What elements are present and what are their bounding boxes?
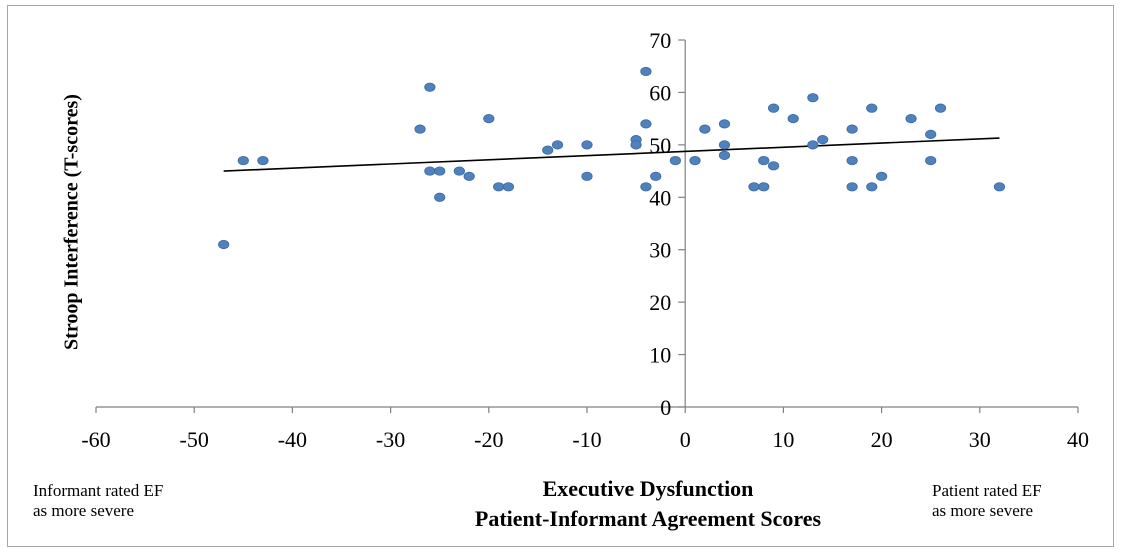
y-tick-label: 50: [649, 133, 671, 158]
data-point: [542, 145, 554, 155]
y-tick-label: 30: [649, 238, 671, 263]
annotation-informant-line-2: as more severe: [33, 501, 135, 520]
data-point: [640, 66, 652, 77]
y-tick-label: 40: [649, 185, 671, 210]
data-point: [905, 114, 917, 124]
data-point: [237, 155, 249, 166]
x-axis-label-line-2: Patient-Informant Agreement Scores: [474, 506, 822, 531]
annotation-patient: Patient rated EF as more severe: [932, 481, 1042, 521]
x-tick-label: -60: [81, 427, 110, 452]
data-point: [846, 182, 858, 192]
data-point: [502, 182, 515, 192]
data-point: [758, 155, 770, 166]
data-point: [640, 182, 652, 192]
annotation-patient-line-2: as more severe: [932, 501, 1034, 520]
data-point: [807, 93, 819, 103]
chart-frame: [7, 5, 1114, 547]
x-tick-label: 0: [680, 427, 691, 452]
x-tick-label: -50: [180, 427, 209, 452]
data-point: [257, 155, 269, 166]
data-point: [787, 114, 799, 124]
data-point: [424, 82, 436, 92]
data-point: [767, 103, 780, 113]
data-point: [925, 155, 937, 166]
data-point: [218, 239, 230, 250]
annotation-informant-line-1: Informant rated EF: [33, 481, 164, 500]
x-tick-label: 20: [871, 427, 893, 452]
data-point: [718, 119, 731, 129]
data-point: [493, 182, 505, 192]
data-point: [846, 155, 858, 166]
x-tick-label: -40: [278, 427, 307, 452]
x-tick-label: 10: [772, 427, 794, 452]
annotation-patient-line-1: Patient rated EF: [932, 481, 1042, 500]
data-point: [463, 171, 475, 181]
x-tick-label: 30: [969, 427, 991, 452]
data-point: [434, 192, 446, 202]
data-point: [414, 124, 426, 134]
data-point: [748, 182, 760, 192]
y-tick-label: 10: [649, 343, 671, 368]
x-axis-label: Executive Dysfunction Patient-Informant …: [475, 474, 821, 534]
data-point: [718, 140, 731, 150]
x-tick-label: -30: [376, 427, 405, 452]
data-point: [993, 182, 1006, 192]
data-point: [689, 155, 701, 166]
data-point: [483, 114, 495, 124]
data-point: [866, 103, 878, 113]
data-point: [718, 150, 731, 160]
data-point: [581, 140, 593, 150]
data-point: [581, 171, 593, 181]
axes: [95, 39, 1079, 413]
x-tick-label: 40: [1067, 427, 1089, 452]
data-point: [551, 140, 564, 150]
data-point: [934, 103, 947, 113]
data-points: [218, 66, 1006, 250]
data-point: [817, 135, 829, 145]
x-axis-label-line-1: Executive Dysfunction: [542, 476, 754, 501]
data-point: [434, 166, 446, 176]
y-tick-label: 0: [660, 395, 671, 420]
y-tick-label: 70: [649, 28, 671, 53]
y-axis-label: Stroop Interference (T-scores): [60, 94, 83, 350]
data-point: [453, 166, 465, 176]
data-point: [925, 129, 937, 139]
data-point: [866, 182, 878, 192]
data-point: [875, 171, 888, 181]
data-point: [758, 182, 770, 192]
y-tick-label: 20: [649, 290, 671, 315]
tick-labels: -60 -50 -40 -30 -20 -10 0 10 20 30 40 0 10 20 30 40 50 60…: [81, 28, 1089, 452]
data-point: [424, 166, 436, 176]
x-tick-label: -20: [474, 427, 503, 452]
annotation-informant: Informant rated EF as more severe: [33, 481, 163, 521]
data-point: [650, 171, 662, 181]
x-tick-label: -10: [572, 427, 601, 452]
data-point: [669, 155, 681, 166]
trendline: [223, 137, 1000, 172]
data-point: [767, 161, 780, 171]
data-point: [807, 140, 819, 150]
data-point: [640, 119, 652, 129]
data-point: [846, 124, 858, 134]
data-point: [699, 124, 711, 134]
data-point: [630, 140, 642, 150]
trendline-group: [223, 137, 1000, 172]
y-tick-label: 60: [649, 80, 671, 105]
